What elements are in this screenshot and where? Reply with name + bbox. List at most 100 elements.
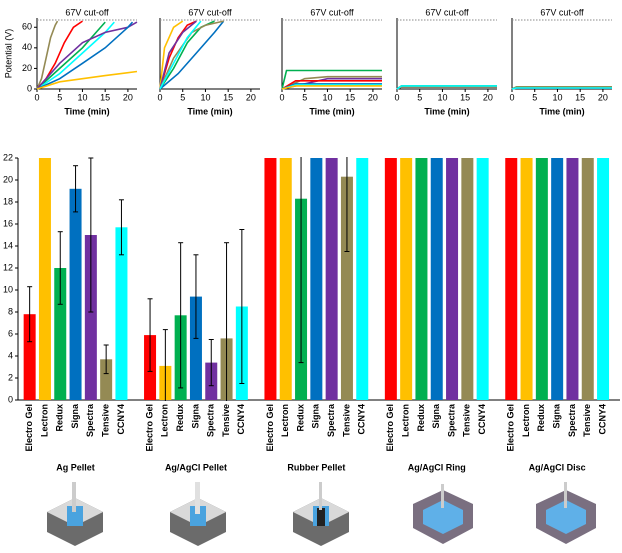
bar xyxy=(310,158,323,400)
bar xyxy=(581,158,594,400)
category-label: Redux xyxy=(536,404,546,432)
bar xyxy=(400,158,413,400)
annotation: 67V cut-off xyxy=(188,7,232,17)
y-tick-label: 12 xyxy=(3,262,13,272)
x-tick-label: 0 xyxy=(394,92,399,102)
electrode-icon xyxy=(536,482,596,544)
category-label: Tensive xyxy=(341,404,351,437)
bar xyxy=(461,158,474,400)
annotation: 67V cut-off xyxy=(65,7,109,17)
x-tick-label: 15 xyxy=(460,92,470,102)
series-line xyxy=(281,69,382,90)
series-line xyxy=(36,21,134,90)
category-label: Redux xyxy=(295,404,305,432)
category-label: CCNY4 xyxy=(357,404,367,435)
y-tick-label: 20 xyxy=(22,63,32,73)
bar xyxy=(100,359,113,400)
x-tick-label: 20 xyxy=(368,92,378,102)
category-label: Electro Gel xyxy=(265,404,275,452)
y-tick-label: 0 xyxy=(27,83,32,93)
category-label: Spectra xyxy=(567,403,577,437)
category-label: Tensive xyxy=(221,404,231,437)
series-line xyxy=(159,20,197,90)
x-axis-label: Time (min) xyxy=(64,106,109,116)
bar-panel: 0 2 4 6 8 10 12 14 16 18 20 22 Electro Gel Lectron Red… xyxy=(3,152,620,472)
electrode-icon xyxy=(170,482,226,546)
x-tick-label: 10 xyxy=(77,92,87,102)
x-tick-label: 15 xyxy=(345,92,355,102)
category-label: Electro Gel xyxy=(385,404,395,452)
bar xyxy=(279,158,292,400)
bar-area xyxy=(23,157,610,401)
y-tick-label: 16 xyxy=(3,218,13,228)
y-tick-label: 4 xyxy=(8,350,13,360)
y-tick-label: 22 xyxy=(3,152,13,162)
category-label: Lectron xyxy=(280,404,290,437)
series-line xyxy=(36,20,59,90)
y-tick-label: 14 xyxy=(3,240,13,250)
x-tick-label: 5 xyxy=(57,92,62,102)
category-label: CCNY4 xyxy=(116,404,126,435)
category-label: Electro Gel xyxy=(24,404,34,452)
x-tick-label: 10 xyxy=(200,92,210,102)
bar xyxy=(566,158,579,400)
x-tick-label: 0 xyxy=(279,92,284,102)
series-line xyxy=(159,20,197,90)
bar xyxy=(325,158,338,400)
electrode-icons xyxy=(47,482,596,546)
group-label: Ag/AgCl Pellet xyxy=(165,462,227,472)
group-label: Rubber Pellet xyxy=(287,462,345,472)
category-label: Signa xyxy=(552,403,562,428)
y-axis-label: Potential (V) xyxy=(3,29,13,79)
category-label: Signa xyxy=(311,403,321,428)
bar xyxy=(415,158,428,400)
x-tick-label: 5 xyxy=(302,92,307,102)
y-tick-label: 6 xyxy=(8,328,13,338)
group-label: Ag/AgCl Disc xyxy=(529,462,586,472)
bar xyxy=(551,158,564,400)
line-panel: 67V cut-off 0 5 10 15 20 Time (min) xyxy=(394,7,497,116)
bar xyxy=(520,158,533,400)
series-line xyxy=(36,21,106,90)
category-label: Electro Gel xyxy=(506,404,516,452)
category-label: Signa xyxy=(190,403,200,428)
category-label: Redux xyxy=(416,404,426,432)
x-tick-label: 20 xyxy=(598,92,608,102)
category-label: CCNY4 xyxy=(477,404,487,435)
line-panel: 67V cut-off 0 5 10 15 20 Time (min) xyxy=(157,7,260,116)
x-tick-label: 5 xyxy=(532,92,537,102)
x-axis-label: Time (min) xyxy=(309,106,354,116)
bar xyxy=(69,188,82,400)
x-tick-label: 0 xyxy=(509,92,514,102)
x-tick-label: 5 xyxy=(417,92,422,102)
x-tick-label: 10 xyxy=(437,92,447,102)
series-line xyxy=(511,87,612,90)
x-tick-label: 20 xyxy=(483,92,493,102)
group-label: Ag Pellet xyxy=(56,462,95,472)
electrode-icon xyxy=(413,484,473,544)
category-label: Tensive xyxy=(582,404,592,437)
bar xyxy=(476,158,489,400)
x-tick-label: 20 xyxy=(246,92,256,102)
bar xyxy=(38,158,51,400)
bar xyxy=(505,158,518,400)
series-line xyxy=(36,70,138,90)
x-tick-label: 10 xyxy=(322,92,332,102)
category-label: Signa xyxy=(70,403,80,428)
category-label: Spectra xyxy=(85,403,95,437)
bar xyxy=(264,158,277,400)
category-label: CCNY4 xyxy=(236,404,246,435)
line-panel: 67V cut-off 0 5 10 15 20 Time (min) xyxy=(509,7,612,116)
x-tick-label: 0 xyxy=(157,92,162,102)
series-line xyxy=(159,20,184,90)
category-label: Redux xyxy=(55,404,65,432)
group-label: Ag/AgCl Ring xyxy=(408,462,466,472)
bar xyxy=(189,296,202,400)
y-tick-label: 10 xyxy=(3,284,13,294)
line-panels: 67V cut-off 0 5 10 15 20 0 20 40 60 Time (min) Pote… xyxy=(3,7,612,116)
bar xyxy=(84,235,97,400)
category-label: Spectra xyxy=(206,403,216,437)
category-label: Tensive xyxy=(101,404,111,437)
bar xyxy=(430,158,443,400)
